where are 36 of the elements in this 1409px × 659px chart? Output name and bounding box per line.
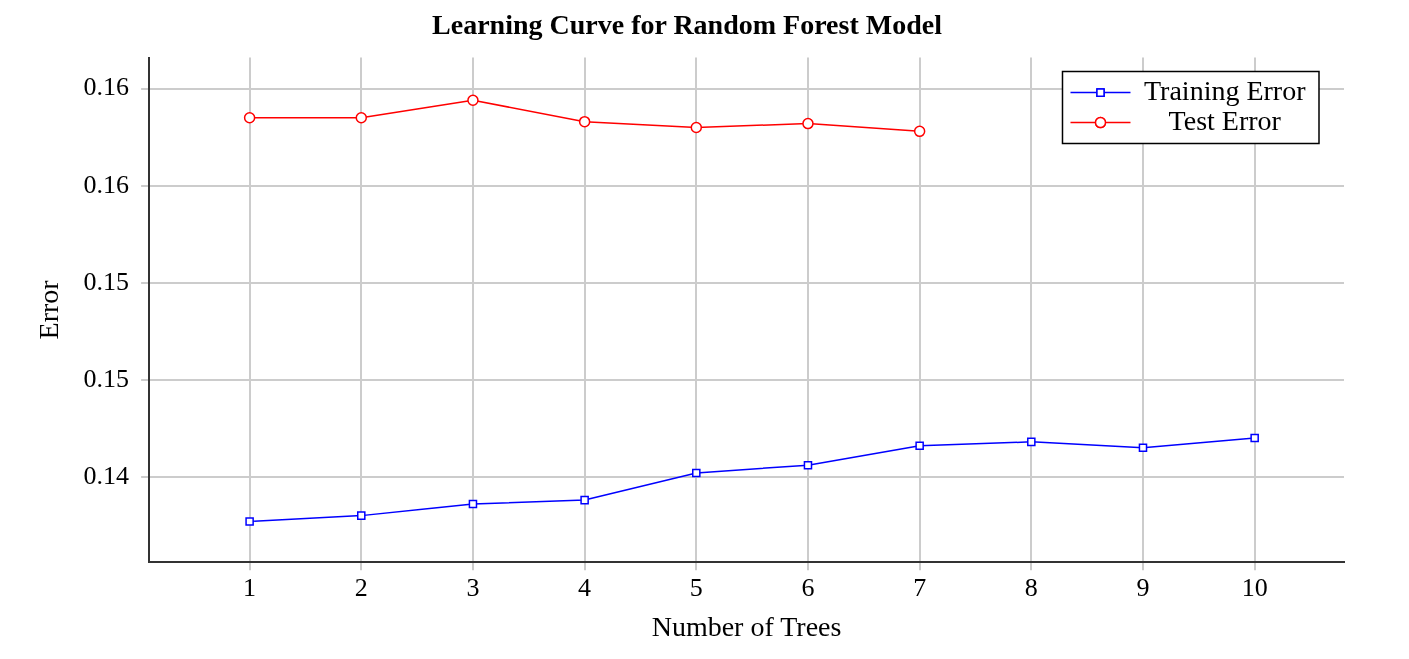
chart-title: Learning Curve for Random Forest Model <box>432 9 943 41</box>
point <box>1138 443 1148 452</box>
x-tick-label: 8 <box>1024 572 1038 602</box>
x-tick-label: 3 <box>466 572 480 602</box>
x-tick-label: 6 <box>801 572 815 602</box>
x-tick-label: 9 <box>1136 572 1150 602</box>
point <box>580 495 589 505</box>
point <box>915 441 924 451</box>
x-tick-label: 4 <box>578 572 592 602</box>
x-tick-label: 10 <box>1241 572 1268 602</box>
point <box>356 511 366 520</box>
y-tick-label: 0.14 <box>83 460 130 490</box>
point <box>355 112 368 124</box>
x-tick-label: 5 <box>689 572 703 602</box>
legend-label: Training Error <box>1143 74 1307 106</box>
point <box>243 112 256 124</box>
point <box>913 125 926 138</box>
x-tick-label: 2 <box>354 572 368 602</box>
y-tick-label: 0.16 <box>83 72 130 102</box>
point <box>690 121 703 134</box>
point <box>245 517 254 526</box>
point <box>803 460 813 470</box>
y-tick-label: 0.16 <box>83 169 130 199</box>
y-tick-label: 0.15 <box>83 266 130 296</box>
point <box>692 468 701 478</box>
y-axis-title: Error <box>33 279 65 340</box>
point <box>1027 437 1036 447</box>
x-tick-label: 7 <box>913 572 927 602</box>
x-axis-title: Number of Trees <box>651 610 842 642</box>
point <box>802 117 814 130</box>
point <box>467 94 479 107</box>
point <box>1250 433 1259 443</box>
y-tick-label: 0.15 <box>83 363 130 393</box>
point <box>468 499 478 509</box>
x-tick-label: 1 <box>243 572 257 602</box>
point <box>578 115 591 128</box>
